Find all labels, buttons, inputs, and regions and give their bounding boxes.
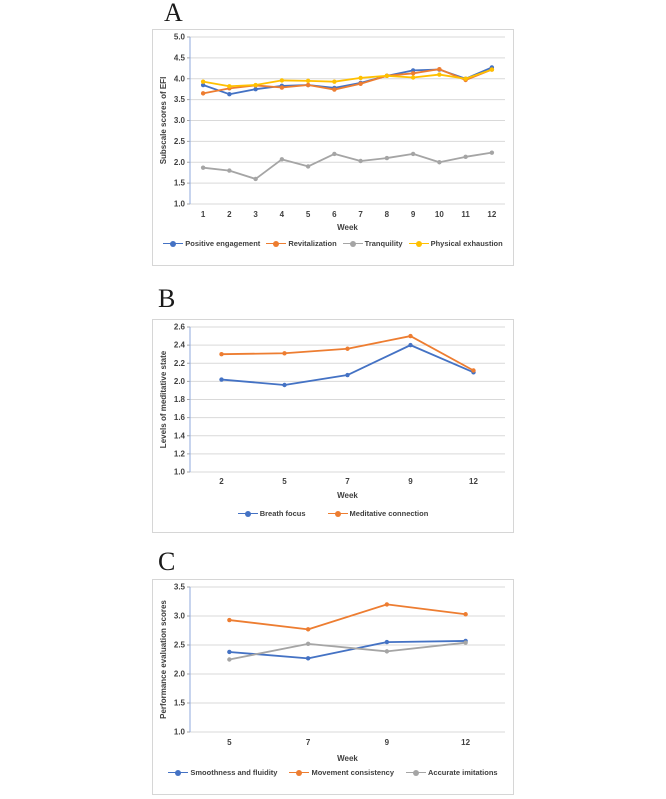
legend-item-meditative-connection: Meditative connection: [327, 509, 429, 518]
svg-text:4.0: 4.0: [174, 74, 186, 83]
legend-item-revitalization: Revitalization: [266, 239, 337, 248]
panel-a: 5.0 4.5 4.0 3.5 3.0 2.5 2.0 1.5 1.0 Subscale scor…: [152, 29, 514, 266]
legend-item-movement-consistency: Movement consistency: [289, 768, 394, 777]
legend-label: Movement consistency: [311, 768, 394, 777]
svg-text:Week: Week: [337, 223, 358, 232]
legend-label: Meditative connection: [349, 509, 429, 518]
svg-text:1.8: 1.8: [174, 395, 186, 404]
svg-text:Subscale scores of EFI: Subscale scores of EFI: [159, 77, 168, 165]
chart-a-efi-subscales: 5.0 4.5 4.0 3.5 3.0 2.5 2.0 1.5 1.0 Subscale scor…: [159, 33, 505, 232]
svg-text:3: 3: [253, 210, 258, 219]
svg-text:2: 2: [219, 477, 224, 486]
legend-marker-icon: [289, 769, 310, 776]
legend-item-positive-engagement: Positive engagement: [163, 239, 260, 248]
svg-text:7: 7: [345, 477, 350, 486]
svg-text:Week: Week: [337, 754, 358, 763]
svg-text:9: 9: [411, 210, 416, 219]
svg-text:5.0: 5.0: [174, 33, 186, 42]
svg-text:4.5: 4.5: [174, 53, 186, 62]
svg-text:2.0: 2.0: [174, 670, 186, 679]
svg-text:12: 12: [487, 210, 496, 219]
chart-b-meditative-state: 2.6 2.4 2.2 2.0 1.8 1.6 1.4 1.2 1.0 Levels of med…: [159, 323, 505, 500]
panel-label-c: C: [158, 547, 176, 576]
svg-text:Levels of meditative state: Levels of meditative state: [159, 350, 168, 448]
svg-text:12: 12: [461, 738, 470, 747]
legend-item-breath-focus: Breath focus: [237, 509, 306, 518]
svg-text:7: 7: [306, 738, 311, 747]
chart-a-legend: Positive engagement Revitalization Tranqui…: [153, 239, 513, 248]
legend-label: Accurate imitations: [428, 768, 498, 777]
svg-text:Performance evaluation scores: Performance evaluation scores: [159, 600, 168, 719]
legend-label: Tranquility: [364, 239, 403, 248]
svg-text:7: 7: [358, 210, 363, 219]
legend-label: Revitalization: [288, 239, 337, 248]
svg-text:2.6: 2.6: [174, 323, 186, 332]
panel-label-b: B: [158, 284, 176, 313]
svg-text:5: 5: [306, 210, 311, 219]
svg-text:2.0: 2.0: [174, 158, 186, 167]
legend-label: Smoothness and fluidity: [190, 768, 278, 777]
svg-text:9: 9: [408, 477, 413, 486]
svg-text:1: 1: [201, 210, 206, 219]
svg-text:2.2: 2.2: [174, 359, 186, 368]
legend-label: Positive engagement: [185, 239, 261, 248]
svg-text:1.4: 1.4: [174, 431, 186, 440]
svg-text:6: 6: [332, 210, 337, 219]
chart-c-legend: Smoothness and fluidity Movement consiste…: [153, 768, 513, 777]
svg-text:10: 10: [435, 210, 444, 219]
svg-text:5: 5: [227, 738, 232, 747]
chart-b-legend: Breath focus Meditative connection: [153, 509, 513, 518]
svg-text:1.5: 1.5: [174, 179, 186, 188]
svg-text:1.0: 1.0: [174, 468, 186, 477]
svg-text:3.0: 3.0: [174, 612, 186, 621]
panel-label-a: A: [164, 0, 183, 27]
svg-text:11: 11: [461, 210, 470, 219]
legend-label: Breath focus: [259, 509, 306, 518]
svg-text:2.0: 2.0: [174, 377, 186, 386]
svg-text:2.5: 2.5: [174, 641, 186, 650]
svg-text:4: 4: [280, 210, 285, 219]
svg-text:5: 5: [282, 477, 287, 486]
legend-marker-icon: [408, 240, 429, 247]
legend-marker-icon: [266, 240, 287, 247]
svg-text:1.5: 1.5: [174, 699, 186, 708]
legend-marker-icon: [237, 510, 258, 517]
legend-marker-icon: [406, 769, 426, 776]
svg-text:8: 8: [385, 210, 390, 219]
legend-item-smoothness-and-fluidity: Smoothness and fluidity: [168, 768, 277, 777]
svg-text:3.5: 3.5: [174, 95, 186, 104]
svg-text:1.0: 1.0: [174, 200, 186, 209]
panel-c: 3.5 3.0 2.5 2.0 1.5 1.0 Performance evaluation…: [152, 579, 514, 795]
svg-text:Week: Week: [337, 491, 358, 500]
svg-text:1.6: 1.6: [174, 413, 186, 422]
legend-marker-icon: [168, 769, 189, 776]
chart-c-performance-scores: 3.5 3.0 2.5 2.0 1.5 1.0 Performance evaluation…: [159, 583, 505, 763]
svg-text:2: 2: [227, 210, 232, 219]
svg-text:1.2: 1.2: [174, 449, 186, 458]
panel-b: 2.6 2.4 2.2 2.0 1.8 1.6 1.4 1.2 1.0 Levels of med…: [152, 319, 514, 533]
legend-item-physical-exhaustion: Physical exhaustion: [408, 239, 503, 248]
svg-text:1.0: 1.0: [174, 728, 186, 737]
svg-text:3.5: 3.5: [174, 583, 186, 592]
legend-item-accurate-imitations: Accurate imitations: [406, 768, 498, 777]
svg-text:3.0: 3.0: [174, 116, 186, 125]
legend-marker-icon: [327, 510, 348, 517]
legend-item-tranquility: Tranquility: [342, 239, 403, 248]
legend-label: Physical exhaustion: [430, 239, 503, 248]
legend-marker-icon: [342, 240, 363, 247]
svg-text:12: 12: [469, 477, 478, 486]
legend-marker-icon: [163, 240, 184, 247]
svg-text:2.5: 2.5: [174, 137, 186, 146]
svg-text:9: 9: [385, 738, 390, 747]
svg-text:2.4: 2.4: [174, 341, 186, 350]
